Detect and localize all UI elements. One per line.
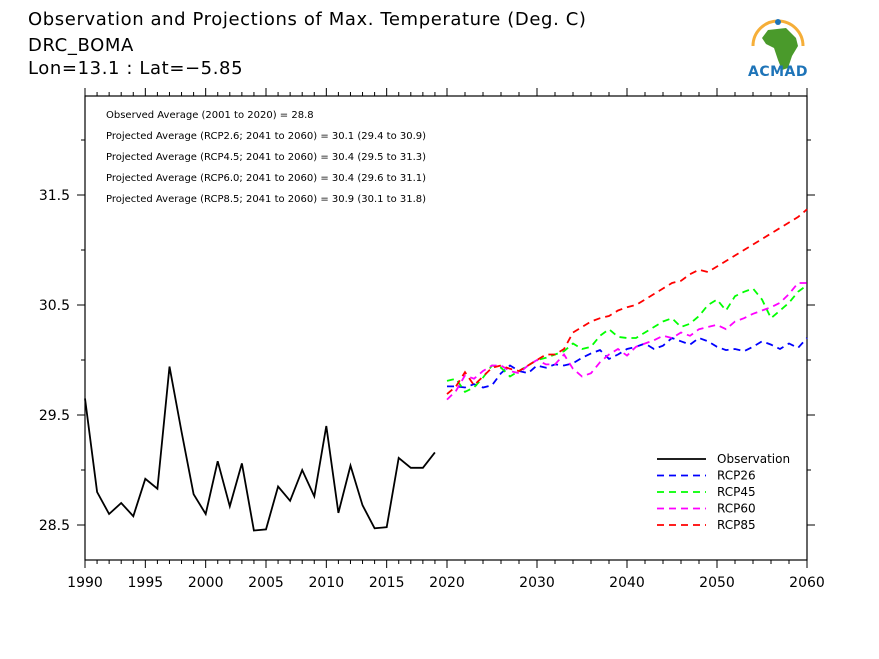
series-line-rcp85 bbox=[446, 208, 808, 395]
station-name: DRC_BOMA bbox=[28, 35, 134, 56]
annotation-line: Projected Average (RCP8.5; 2041 to 2060)… bbox=[106, 194, 426, 205]
legend-label: RCP60 bbox=[717, 502, 756, 516]
plot-frame bbox=[84, 95, 808, 561]
series-line-rcp26 bbox=[447, 336, 808, 389]
x-tick-label: 2020 bbox=[429, 575, 465, 591]
x-tick-label: 2015 bbox=[369, 575, 405, 591]
series-line-rcp60 bbox=[446, 282, 807, 401]
series-line-observation bbox=[84, 366, 436, 532]
x-tick-label: 2050 bbox=[699, 575, 735, 591]
x-tick-label: 2040 bbox=[609, 575, 645, 591]
legend-label: Observation bbox=[717, 452, 790, 466]
x-tick-label: 2000 bbox=[188, 575, 224, 591]
x-tick-label: 2060 bbox=[789, 575, 825, 591]
y-tick-label: 29.5 bbox=[39, 408, 70, 424]
annotation-line: Projected Average (RCP2.6; 2041 to 2060)… bbox=[106, 131, 426, 142]
y-tick-label: 31.5 bbox=[39, 188, 70, 204]
chart-legend: Observation RCP26 RCP45 RCP60 RCP85 bbox=[657, 452, 790, 532]
x-tick-label: 2005 bbox=[248, 575, 284, 591]
logo-text: ACMAD bbox=[748, 64, 808, 80]
x-tick-label: 1995 bbox=[128, 575, 164, 591]
x-tick-label: 1990 bbox=[67, 575, 103, 591]
axis-ticks bbox=[77, 88, 815, 568]
y-tick-label: 30.5 bbox=[39, 298, 70, 314]
data-series bbox=[84, 208, 808, 532]
annotation-line: Observed Average (2001 to 2020) = 28.8 bbox=[106, 110, 314, 121]
annotation-line: Projected Average (RCP6.0; 2041 to 2060)… bbox=[106, 173, 426, 184]
station-coordinates: Lon=13.1 : Lat=−5.85 bbox=[28, 58, 244, 79]
axis-labels: 28.5 29.5 30.5 31.5 1990 1995 2000 2005 2010 2015… bbox=[39, 188, 825, 591]
africa-map-logo bbox=[751, 19, 805, 70]
legend-label: RCP26 bbox=[717, 469, 756, 483]
series-line-rcp45 bbox=[446, 284, 808, 394]
legend-label: RCP45 bbox=[717, 485, 756, 499]
annotation-line: Projected Average (RCP4.5; 2041 to 2060)… bbox=[106, 152, 426, 163]
legend-label: RCP85 bbox=[717, 518, 756, 532]
x-tick-label: 2010 bbox=[309, 575, 345, 591]
chart-title: Observation and Projections of Max. Temp… bbox=[28, 9, 587, 30]
x-tick-label: 2030 bbox=[519, 575, 555, 591]
annotation-block: Observed Average (2001 to 2020) = 28.8 Pr… bbox=[106, 110, 426, 205]
y-tick-label: 28.5 bbox=[39, 518, 70, 534]
